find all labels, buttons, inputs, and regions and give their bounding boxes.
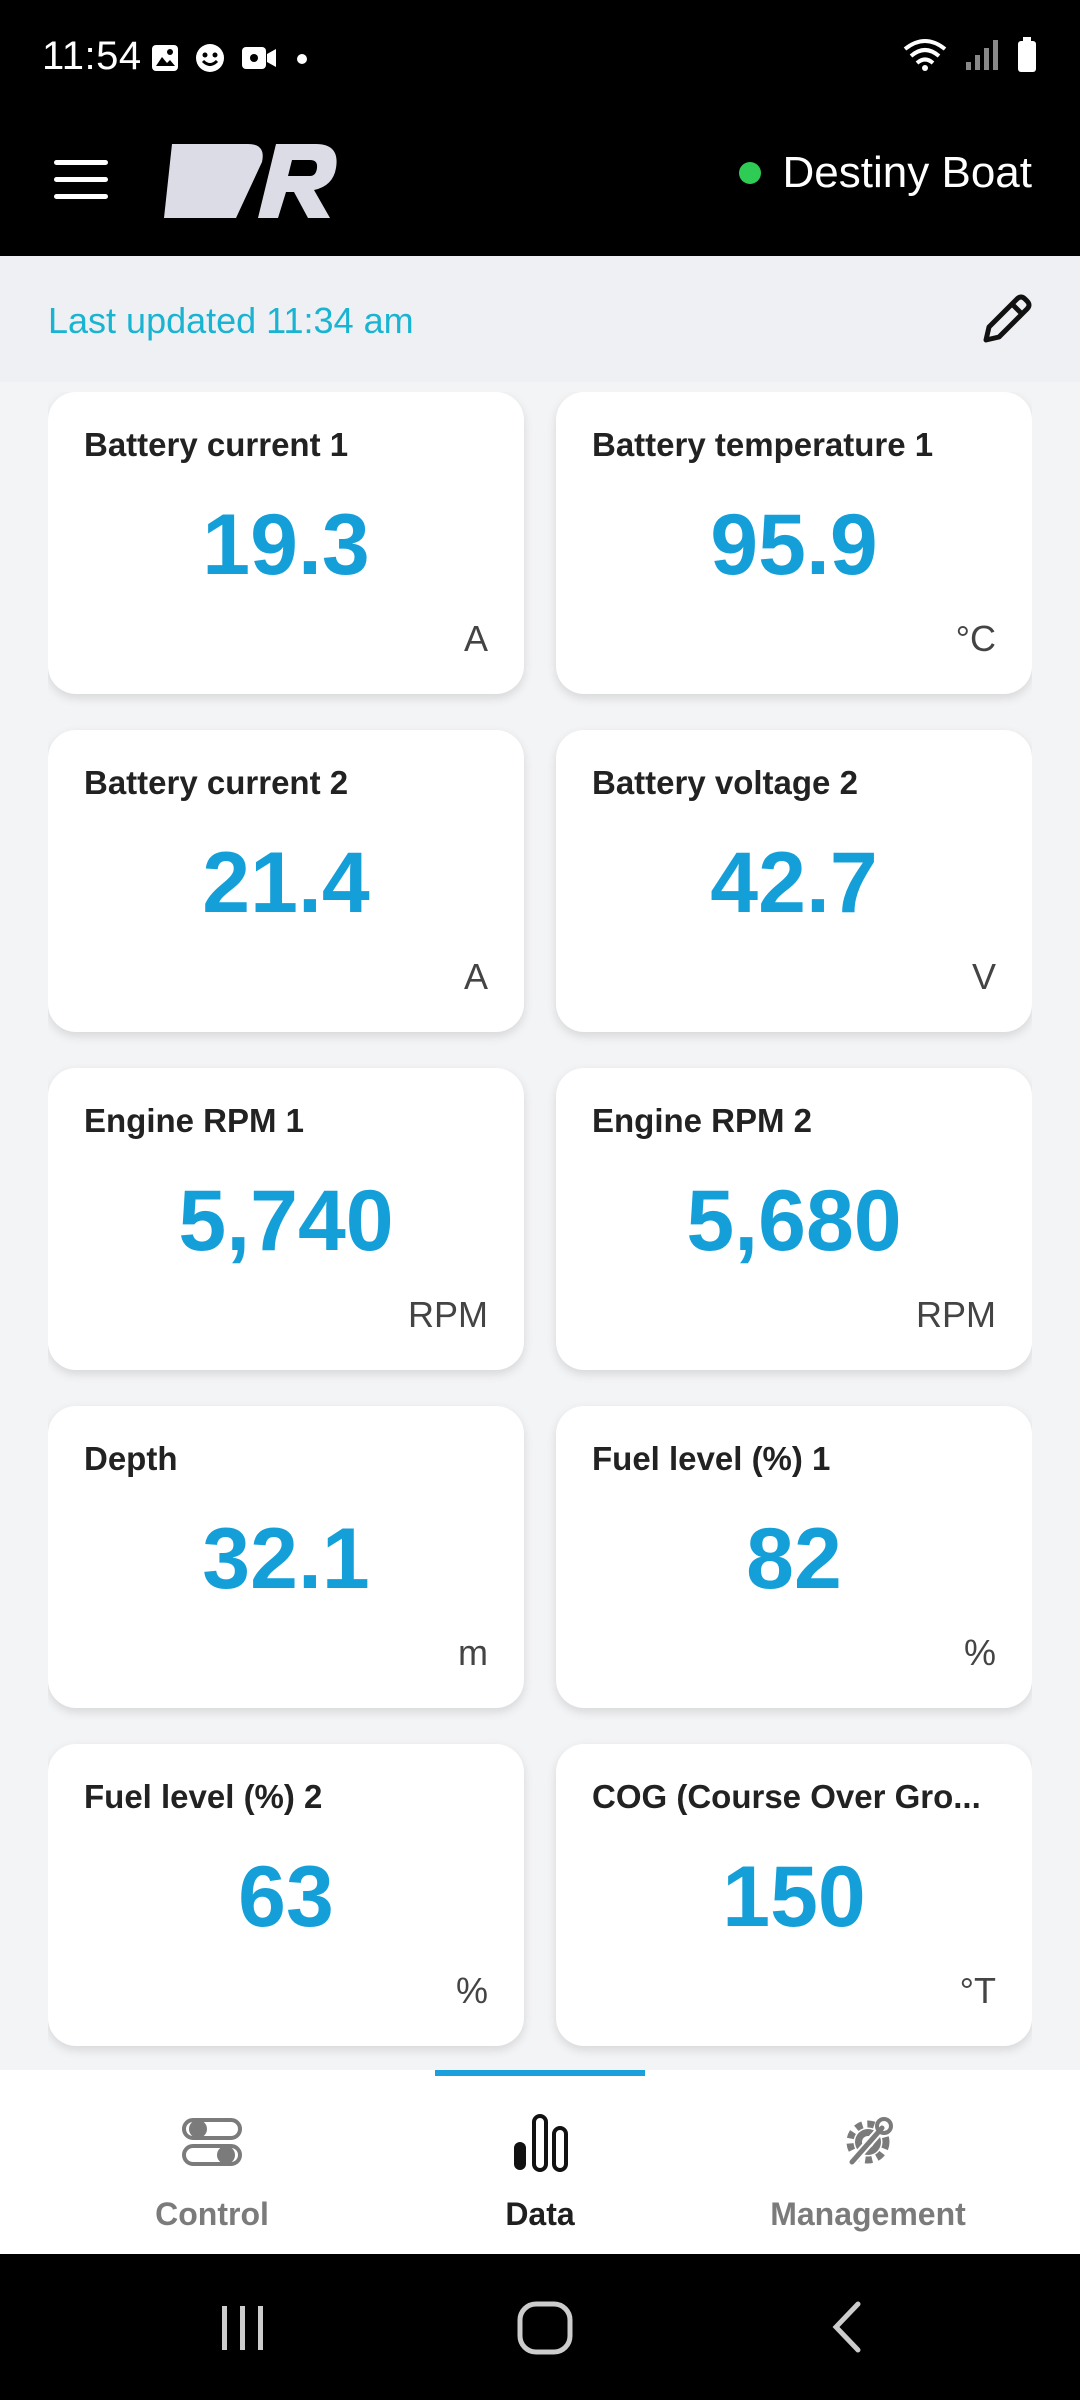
hamburger-icon-bar — [54, 177, 108, 182]
card-value: 19.3 — [202, 497, 370, 593]
signal-icon — [966, 40, 998, 70]
data-card[interactable]: Depth 32.1 m — [48, 1406, 524, 1708]
data-card-grid[interactable]: Battery current 1 19.3 A Battery tempera… — [48, 392, 1032, 2070]
nav-label: Management — [770, 2196, 966, 2232]
card-title: Depth — [84, 1440, 178, 1477]
hamburger-icon-bar — [54, 194, 108, 199]
card-title: Battery temperature 1 — [592, 426, 934, 463]
card-unit: RPM — [916, 1294, 996, 1335]
data-card[interactable]: Battery current 1 19.3 A — [48, 392, 524, 694]
boat-status[interactable]: Destiny Boat — [738, 148, 1032, 198]
gallery-icon — [152, 45, 178, 71]
recent-apps-button[interactable] — [210, 2294, 276, 2360]
data-card[interactable]: Battery current 2 21.4 A — [48, 730, 524, 1032]
boat-name: Destiny Boat — [782, 148, 1032, 197]
card-value: 5,680 — [686, 1173, 902, 1269]
bar-chart-icon — [514, 2114, 568, 2172]
menu-button[interactable] — [50, 148, 112, 210]
recent-apps-icon — [222, 2306, 263, 2350]
gear-wrench-icon — [846, 2117, 893, 2167]
card-value: 42.7 — [710, 835, 878, 931]
card-value: 63 — [238, 1849, 334, 1945]
card-unit: V — [971, 956, 996, 997]
card-title: Battery current 1 — [84, 426, 349, 463]
nav-item-control[interactable]: Control — [32, 2070, 392, 2254]
wifi-icon — [903, 39, 947, 71]
update-bar: Last updated 11:34 am — [0, 256, 1080, 382]
notification-icons — [150, 42, 312, 74]
card-value: 32.1 — [202, 1511, 370, 1607]
online-status-icon — [738, 162, 761, 184]
card-title: Fuel level (%) 1 — [592, 1440, 831, 1477]
data-card[interactable]: Battery voltage 2 42.7 V — [556, 730, 1032, 1032]
back-icon — [832, 2301, 861, 2353]
active-tab-indicator — [435, 2070, 645, 2076]
last-updated-text: Last updated 11:34 am — [48, 300, 414, 341]
card-title: Battery voltage 2 — [592, 764, 858, 801]
nav-label: Control — [155, 2196, 269, 2232]
data-card[interactable]: Fuel level (%) 1 82 % — [556, 1406, 1032, 1708]
card-value: 95.9 — [710, 497, 878, 593]
app-header: Destiny Boat — [0, 122, 1080, 256]
data-card[interactable]: COG (Course Over Gro... 150 °T — [556, 1744, 1032, 2046]
card-unit: A — [463, 618, 488, 659]
card-title: Engine RPM 2 — [592, 1102, 813, 1139]
data-card[interactable]: Battery temperature 1 95.9 °C — [556, 392, 1032, 694]
card-value: 150 — [722, 1849, 866, 1945]
card-unit: RPM — [408, 1294, 488, 1335]
card-title: Battery current 2 — [84, 764, 349, 801]
card-title: Fuel level (%) 2 — [84, 1778, 323, 1815]
pencil-icon — [983, 294, 1032, 343]
edit-button[interactable] — [976, 290, 1036, 350]
nav-item-data[interactable]: Data — [360, 2070, 720, 2254]
card-unit: % — [963, 1632, 996, 1673]
nav-item-management[interactable]: Management — [688, 2070, 1048, 2254]
card-unit: m — [458, 1632, 488, 1673]
dot-icon — [297, 54, 307, 64]
status-time: 11:54 — [42, 34, 142, 78]
system-status-icons — [902, 36, 1038, 74]
video-icon — [242, 47, 276, 69]
system-nav-bar — [0, 2254, 1080, 2400]
card-title: COG (Course Over Gro... — [592, 1778, 981, 1815]
brand-logo-icon — [164, 144, 337, 218]
status-bar: 11:54 — [0, 0, 1080, 122]
card-unit: A — [463, 956, 488, 997]
battery-icon — [1018, 37, 1036, 72]
data-card[interactable]: Engine RPM 1 5,740 RPM — [48, 1068, 524, 1370]
nav-label: Data — [505, 2196, 575, 2232]
bottom-nav: Control Data Management — [0, 2070, 1080, 2254]
card-unit: °C — [955, 618, 996, 659]
home-button[interactable] — [512, 2294, 578, 2360]
card-value: 5,740 — [178, 1173, 394, 1269]
home-icon — [517, 2301, 573, 2355]
back-button[interactable] — [816, 2294, 882, 2360]
emoji-icon — [196, 44, 224, 72]
card-title: Engine RPM 1 — [84, 1102, 305, 1139]
card-value: 21.4 — [202, 835, 370, 931]
data-card[interactable]: Fuel level (%) 2 63 % — [48, 1744, 524, 2046]
card-value: 82 — [746, 1511, 842, 1607]
toggle-icon — [182, 2118, 242, 2166]
card-unit: °T — [959, 1970, 996, 2011]
hamburger-icon-bar — [54, 160, 108, 165]
card-unit: % — [455, 1970, 488, 2011]
data-card[interactable]: Engine RPM 2 5,680 RPM — [556, 1068, 1032, 1370]
